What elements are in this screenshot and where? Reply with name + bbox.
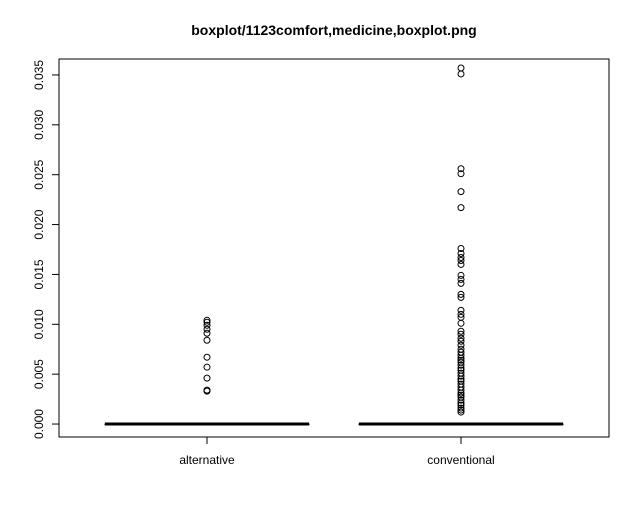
outlier-point	[457, 327, 465, 335]
plot-frame	[58, 58, 610, 438]
outlier-point	[457, 271, 465, 279]
outlier-point	[457, 290, 465, 298]
outlier-point	[457, 345, 465, 353]
outlier-point	[203, 336, 211, 344]
outlier-point	[457, 244, 465, 252]
outlier-point	[457, 330, 465, 338]
outlier-point	[457, 64, 465, 72]
outlier-point	[203, 318, 211, 326]
outlier-point	[203, 374, 211, 382]
outlier-point	[457, 334, 465, 342]
y-tick-label: 0.005	[32, 359, 46, 389]
y-axis: 0.000 0.005 0.010 0.015 0.020 0.025 0.030 0.035	[32, 60, 60, 439]
outlier-point	[457, 249, 465, 257]
outlier-point	[457, 377, 465, 385]
outlier-point	[457, 204, 465, 212]
outlier-point	[457, 310, 465, 318]
outlier-point	[457, 404, 465, 412]
outlier-point	[457, 306, 465, 314]
y-tick-label: 0.035	[32, 60, 46, 90]
outlier-point	[457, 279, 465, 287]
outlier-point	[457, 256, 465, 264]
outlier-point	[457, 348, 465, 356]
outlier-point	[457, 337, 465, 345]
outlier-point	[457, 319, 465, 327]
chart-title: boxplot/1123comfort,medicine,boxplot.png	[191, 22, 476, 38]
outlier-point	[457, 341, 465, 349]
outlier-point	[203, 321, 211, 329]
boxes-layer	[104, 64, 564, 426]
y-tick-label: 0.025	[32, 159, 46, 189]
outlier-point	[457, 188, 465, 196]
outlier-point	[203, 386, 211, 394]
outlier-point	[203, 353, 211, 361]
outlier-point	[203, 316, 211, 324]
y-tick-label: 0.030	[32, 109, 46, 139]
outlier-point	[457, 391, 465, 399]
y-tick-label: 0.000	[32, 409, 46, 439]
outlier-point	[457, 366, 465, 374]
x-tick-label: alternative	[179, 453, 235, 467]
outlier-point	[203, 363, 211, 371]
outlier-point	[457, 260, 465, 268]
outlier-point	[457, 380, 465, 388]
outlier-point	[457, 356, 465, 364]
outlier-point	[203, 325, 211, 333]
outlier-point	[457, 275, 465, 283]
outlier-point	[203, 329, 211, 337]
box-group-conventional	[358, 64, 564, 426]
outlier-point	[457, 70, 465, 78]
y-tick-label: 0.020	[32, 209, 46, 239]
outlier-point	[457, 396, 465, 404]
y-tick-label: 0.015	[32, 259, 46, 289]
x-tick-label: conventional	[427, 453, 494, 467]
outlier-point	[457, 253, 465, 261]
outlier-point	[457, 293, 465, 301]
outlier-point	[457, 401, 465, 409]
outlier-point	[457, 170, 465, 178]
outlier-point	[457, 369, 465, 377]
x-axis: alternative conventional	[179, 436, 495, 467]
box-group-alternative	[104, 316, 310, 426]
outlier-point	[457, 361, 465, 369]
outlier-point	[457, 165, 465, 173]
outlier-point	[457, 406, 465, 414]
outlier-point	[457, 358, 465, 366]
outlier-point	[457, 393, 465, 401]
outlier-point	[457, 408, 465, 416]
y-tick-label: 0.010	[32, 309, 46, 339]
outlier-point	[457, 313, 465, 321]
